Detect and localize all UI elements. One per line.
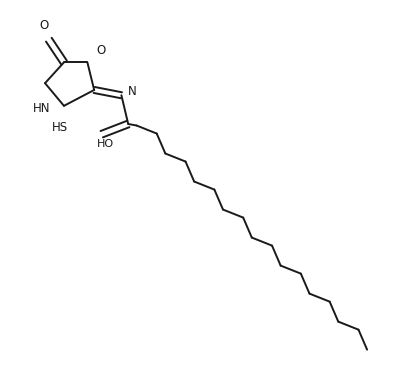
Text: N: N	[128, 85, 137, 98]
Text: HN: HN	[33, 102, 50, 115]
Text: HS: HS	[52, 121, 68, 134]
Text: HO: HO	[97, 139, 114, 149]
Text: O: O	[39, 19, 48, 32]
Text: O: O	[96, 44, 105, 57]
